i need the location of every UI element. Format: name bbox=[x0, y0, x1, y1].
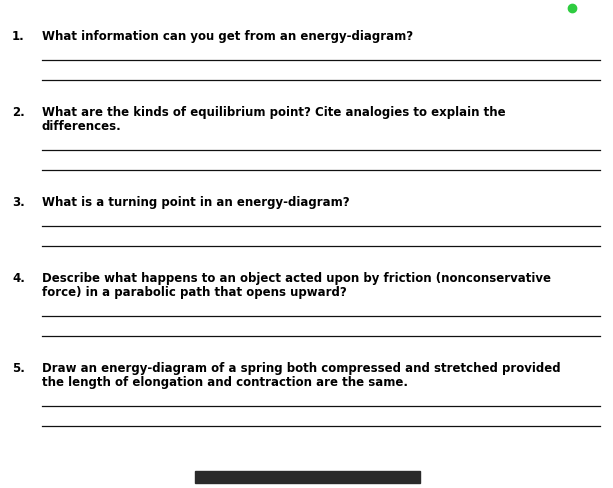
FancyBboxPatch shape bbox=[195, 471, 420, 483]
Text: What information can you get from an energy-diagram?: What information can you get from an ene… bbox=[42, 30, 413, 43]
Text: What are the kinds of equilibrium point? Cite analogies to explain the: What are the kinds of equilibrium point?… bbox=[42, 106, 506, 119]
Text: force) in a parabolic path that opens upward?: force) in a parabolic path that opens up… bbox=[42, 286, 347, 299]
Text: Draw an energy-diagram of a spring both compressed and stretched provided: Draw an energy-diagram of a spring both … bbox=[42, 362, 561, 375]
Text: the length of elongation and contraction are the same.: the length of elongation and contraction… bbox=[42, 376, 408, 389]
Text: 2.: 2. bbox=[12, 106, 25, 119]
Text: What is a turning point in an energy-diagram?: What is a turning point in an energy-dia… bbox=[42, 196, 349, 209]
Text: differences.: differences. bbox=[42, 120, 122, 133]
Text: 3.: 3. bbox=[12, 196, 25, 209]
Text: 4.: 4. bbox=[12, 272, 25, 285]
Text: Describe what happens to an object acted upon by friction (nonconservative: Describe what happens to an object acted… bbox=[42, 272, 551, 285]
Text: 5.: 5. bbox=[12, 362, 25, 375]
Text: 1.: 1. bbox=[12, 30, 25, 43]
